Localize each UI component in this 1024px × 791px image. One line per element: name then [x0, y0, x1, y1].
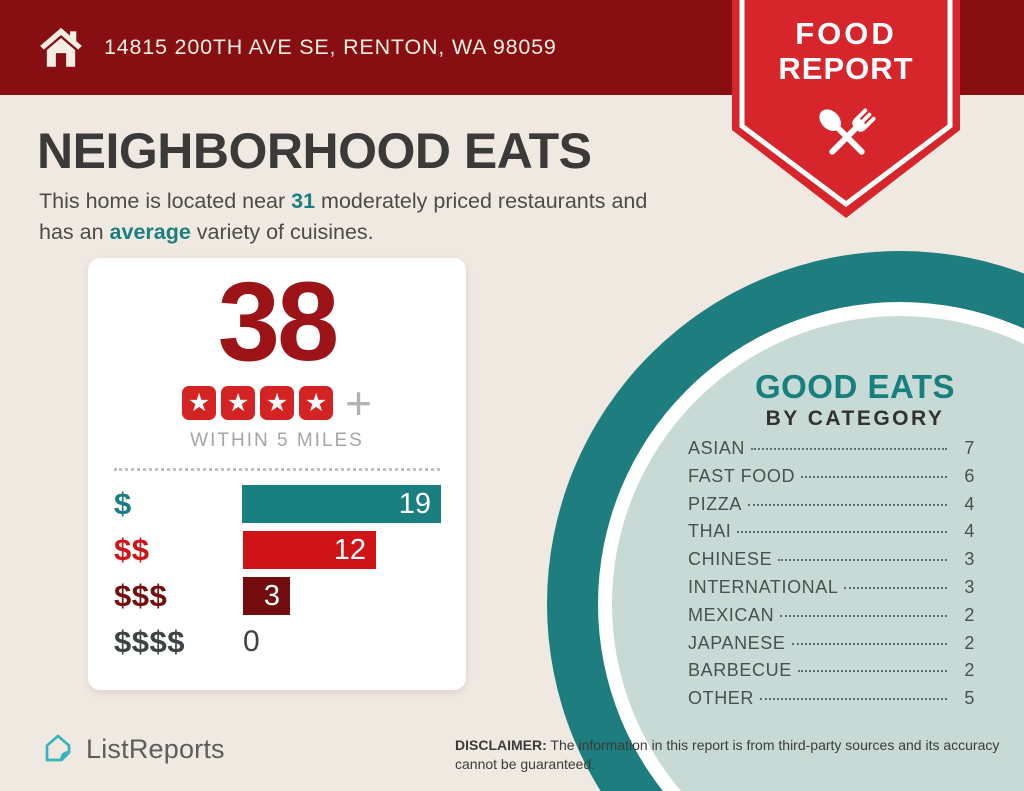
leader-dots [801, 475, 947, 478]
star-icon: ★ [221, 386, 256, 420]
category-label: MEXICAN [688, 604, 775, 625]
leader-dots [780, 614, 947, 617]
price-level-label: $ [114, 486, 132, 521]
category-label: FAST FOOD [688, 465, 796, 486]
leader-dots [751, 448, 947, 450]
category-count: 3 [964, 549, 975, 570]
category-count: 2 [964, 604, 975, 625]
price-bar-chart: $19 $$ 12 $$$ 3 $$$$ 0 [88, 485, 466, 661]
ribbon-title-line1: FOOD [795, 16, 897, 51]
food-report-ribbon: FOOD REPORT [732, 0, 960, 222]
listreports-brand-name: ListReports [86, 733, 225, 764]
price-bar: 12 [243, 531, 376, 569]
category-count: 5 [964, 688, 975, 709]
address-header-content: 14815 200TH AVE SE, RENTON, WA 98059 [36, 0, 557, 95]
subtitle-text: has an [39, 220, 110, 244]
property-address: 14815 200TH AVE SE, RENTON, WA 98059 [104, 35, 557, 59]
page-subtitle: This home is located near 31 moderately … [39, 186, 719, 248]
ribbon-title-line2: REPORT [778, 51, 914, 86]
price-level-label: $$$$ [114, 624, 185, 659]
subtitle-line1: This home is located near 31 moderately … [39, 186, 719, 217]
ribbon-title: FOOD REPORT [732, 16, 960, 86]
listreports-logo-icon [45, 734, 71, 762]
page-title: NEIGHBORHOOD EATS [37, 123, 592, 179]
plus-sign: + [345, 377, 372, 429]
category-row: MEXICAN 2 [688, 605, 975, 633]
price-bar-zero-value: 0 [243, 625, 260, 658]
category-row: FAST FOOD 6 [688, 466, 975, 494]
price-bar: 3 [243, 577, 290, 615]
restaurant-count: 38 [217, 259, 340, 384]
category-count: 2 [964, 660, 975, 681]
category-row: THAI 4 [688, 521, 975, 549]
price-bar-row: $$ 12 [114, 531, 441, 569]
category-row: INTERNATIONAL 3 [688, 577, 975, 605]
price-level-label: $$$ [114, 578, 168, 613]
category-label: THAI [688, 521, 732, 542]
category-count: 2 [964, 632, 975, 653]
restaurant-count-highlight: 31 [291, 189, 316, 213]
price-bar-row: $19 [114, 485, 441, 523]
ribbon-shape [732, 0, 960, 218]
variety-highlight: average [109, 220, 191, 244]
category-row: ASIAN 7 [688, 438, 975, 466]
category-row: CHINESE 3 [688, 549, 975, 577]
price-bar-row: $$$ 3 [114, 577, 441, 615]
good-eats-heading: GOOD EATS BY CATEGORY [700, 370, 1010, 431]
leader-dots [844, 586, 947, 589]
category-label: OTHER [688, 688, 754, 709]
price-level-label: $$ [114, 532, 150, 567]
category-count: 4 [964, 521, 975, 542]
category-count: 6 [964, 465, 975, 486]
good-eats-category-list: ASIAN 7 FAST FOOD 6 PIZZA 4 THAI 4 CHINESE 3 INTER… [688, 438, 975, 716]
category-label: ASIAN [688, 438, 746, 458]
stars-row: ★ ★ ★ ★ + [88, 377, 466, 429]
restaurant-summary-card: 38 ★ ★ ★ ★ + WITHIN 5 MILES $19 $$ 12 $$$ 3 $$$$ 0 [88, 258, 466, 690]
category-count: 4 [964, 493, 975, 514]
category-label: BARBECUE [688, 660, 792, 681]
subtitle-text: variety of cuisines. [190, 220, 374, 244]
home-icon [40, 27, 82, 67]
subtitle-text: This home is located near [39, 189, 292, 213]
star-icon: ★ [182, 386, 217, 420]
category-count: 7 [964, 438, 975, 458]
good-eats-title: GOOD EATS [754, 368, 956, 405]
disclaimer-text: The information in this report is from t… [455, 737, 1000, 772]
leader-dots [760, 698, 947, 701]
disclaimer: DISCLAIMER: The information in this repo… [455, 736, 1024, 774]
dotted-divider [114, 468, 440, 471]
leader-dots [737, 531, 947, 534]
radius-label: WITHIN 5 MILES [190, 430, 364, 451]
subtitle-text: moderately priced restaurants and [315, 189, 648, 213]
price-bar-row: $$$$ 0 [114, 623, 441, 661]
listreports-brand: ListReports [40, 731, 225, 767]
category-label: CHINESE [688, 549, 773, 570]
category-row: OTHER 5 [688, 688, 975, 716]
category-label: PIZZA [688, 493, 743, 514]
leader-dots [778, 559, 947, 562]
disclaimer-label: DISCLAIMER: [455, 737, 547, 753]
good-eats-subtitle: BY CATEGORY [765, 407, 945, 430]
category-label: INTERNATIONAL [688, 576, 839, 597]
category-row: JAPANESE 2 [688, 633, 975, 661]
leader-dots [791, 642, 947, 645]
price-bar: 19 [242, 485, 441, 523]
category-row: PIZZA 4 [688, 494, 975, 522]
category-count: 3 [964, 576, 975, 597]
spoon-fork-icon [819, 108, 876, 155]
category-row: BARBECUE 2 [688, 660, 975, 688]
leader-dots [748, 503, 947, 506]
star-icon: ★ [260, 386, 295, 420]
star-icon: ★ [299, 386, 334, 420]
subtitle-line2: has an average variety of cuisines. [39, 217, 719, 248]
category-label: JAPANESE [688, 632, 786, 653]
leader-dots [797, 670, 947, 673]
